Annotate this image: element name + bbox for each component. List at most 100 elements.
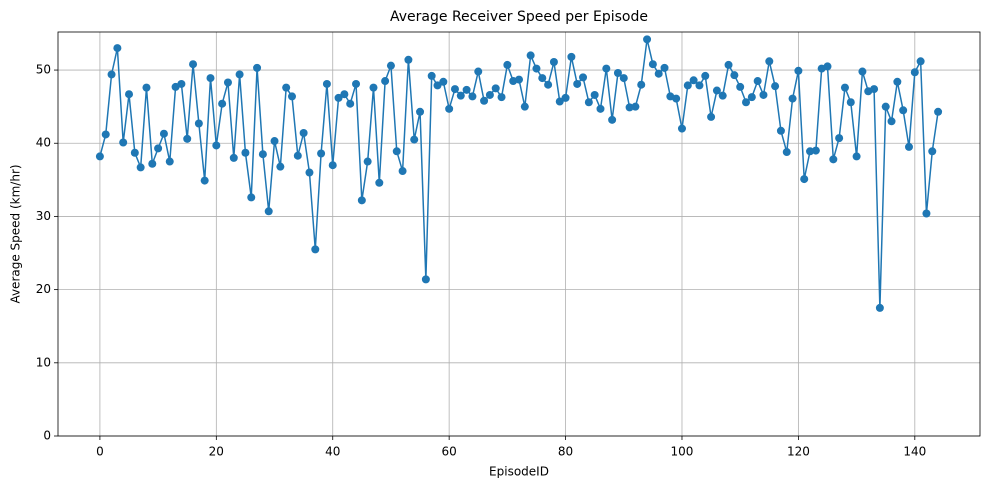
data-point [736, 82, 745, 91]
data-point [270, 137, 279, 146]
data-point [637, 80, 646, 89]
data-point [858, 67, 867, 76]
x-tick-label: 0 [96, 445, 104, 459]
data-point [223, 78, 232, 87]
data-point [142, 83, 151, 92]
data-point [794, 66, 803, 75]
data-point [567, 52, 576, 61]
plot-frame [57, 31, 981, 437]
data-point [584, 98, 593, 107]
data-point [520, 102, 529, 111]
data-point [835, 134, 844, 143]
y-tick-label: 0 [43, 429, 51, 443]
data-point [596, 104, 605, 113]
y-tick-label: 40 [36, 136, 51, 150]
data-point [334, 93, 343, 102]
data-point [136, 163, 145, 172]
data-point [95, 152, 104, 161]
data-point [183, 134, 192, 143]
y-tick-label: 30 [36, 209, 51, 223]
y-tick-label: 10 [36, 355, 51, 369]
data-point [317, 149, 326, 158]
x-tick-label: 60 [442, 445, 457, 459]
data-point [677, 124, 686, 133]
data-point [416, 107, 425, 116]
data-point [340, 90, 349, 99]
data-point [742, 98, 751, 107]
data-point [788, 94, 797, 103]
data-point [154, 144, 163, 153]
data-point [177, 79, 186, 88]
data-point [625, 103, 634, 112]
data-point [759, 90, 768, 99]
data-point [159, 129, 168, 138]
data-point [846, 98, 855, 107]
data-point [468, 92, 477, 101]
data-point [840, 83, 849, 92]
data-point [619, 74, 628, 83]
data-point [381, 77, 390, 86]
data-point [165, 157, 174, 166]
data-point [672, 94, 681, 103]
data-point [660, 63, 669, 72]
data-point [276, 162, 285, 171]
data-point [707, 112, 716, 121]
data-point [241, 148, 250, 157]
data-point [806, 147, 815, 156]
x-tick-label: 120 [787, 445, 810, 459]
data-point [439, 77, 448, 86]
data-point [643, 35, 652, 44]
data-point [561, 93, 570, 102]
data-point [311, 245, 320, 254]
data-point [462, 85, 471, 94]
data-point [538, 74, 547, 83]
data-point [363, 157, 372, 166]
data-point [375, 178, 384, 187]
data-point [346, 99, 355, 108]
data-point [445, 104, 454, 113]
data-point [765, 57, 774, 66]
data-point [893, 77, 902, 86]
data-point [875, 303, 884, 312]
data-point [218, 99, 227, 108]
x-tick-label: 100 [671, 445, 694, 459]
data-point [189, 60, 198, 69]
data-point [852, 152, 861, 161]
data-point [235, 70, 244, 79]
data-point [305, 168, 314, 177]
data-point [212, 141, 221, 150]
data-point [730, 71, 739, 80]
data-point [631, 102, 640, 111]
data-point [491, 84, 500, 93]
data-point [119, 138, 128, 147]
data-point [206, 74, 215, 83]
data-point [107, 70, 116, 79]
data-point [712, 86, 721, 95]
x-tick-label: 80 [558, 445, 573, 459]
data-point [718, 91, 727, 100]
data-point [282, 83, 291, 92]
data-point [293, 151, 302, 160]
data-point [934, 107, 943, 116]
data-point [113, 44, 122, 53]
data-point [724, 60, 733, 69]
data-point [480, 96, 489, 105]
data-point [887, 117, 896, 126]
data-point [322, 79, 331, 88]
data-point [253, 63, 262, 72]
data-point [910, 68, 919, 77]
data-point [753, 77, 762, 86]
data-point [287, 92, 296, 101]
y-tick-label: 20 [36, 282, 51, 296]
data-point [357, 196, 366, 205]
data-point [555, 97, 564, 106]
data-point [800, 175, 809, 184]
data-point [689, 76, 698, 85]
data-point [229, 153, 238, 162]
y-tick-label: 50 [36, 63, 51, 77]
data-point [922, 209, 931, 218]
data-point [602, 64, 611, 73]
data-point [695, 81, 704, 90]
data-point [398, 167, 407, 176]
